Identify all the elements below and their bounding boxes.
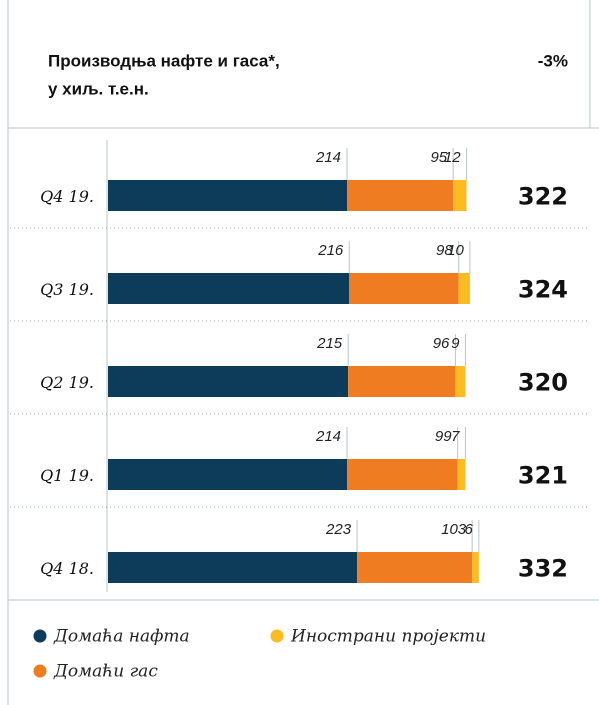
- category-label: Q4 19.: [40, 187, 94, 206]
- value-label: 96: [433, 335, 450, 352]
- category-label: Q2 19.: [40, 373, 94, 392]
- legend-label: Инострани пројекти: [290, 627, 486, 647]
- value-label: 216: [317, 242, 344, 259]
- bar-segment: [348, 366, 456, 397]
- chart-title: Производња нафте и гаса*,: [48, 51, 280, 70]
- chart-subtitle: у хиљ. т.е.н.: [48, 79, 149, 98]
- total-label: 324: [518, 276, 568, 304]
- legend-swatch: [33, 664, 47, 678]
- value-label: 103: [441, 521, 467, 538]
- legend-swatch: [33, 629, 47, 643]
- value-label: 95: [430, 149, 447, 166]
- legend-swatch: [270, 629, 284, 643]
- change: -3%: [538, 51, 568, 70]
- bar-segment: [458, 273, 470, 304]
- value-label: 214: [315, 428, 341, 445]
- bar-segment: [347, 180, 454, 211]
- value-label: 7: [451, 428, 460, 445]
- legend-label: Домаћи гас: [53, 662, 158, 682]
- bar-segment: [347, 459, 458, 490]
- category-label: Q1 19.: [40, 466, 94, 485]
- bar-segment: [357, 552, 473, 583]
- bar-segment: [108, 180, 348, 211]
- bar-segment: [455, 366, 466, 397]
- value-label: 9: [451, 335, 460, 352]
- bar-segment: [457, 459, 466, 490]
- bar-segment: [349, 273, 459, 304]
- total-label: 322: [518, 183, 568, 211]
- value-label: 6: [465, 521, 474, 538]
- total-label: 320: [518, 369, 568, 397]
- value-label: 99: [435, 428, 452, 445]
- bar-segment: [108, 459, 348, 490]
- value-label: 215: [316, 335, 343, 352]
- category-label: Q3 19.: [40, 280, 94, 299]
- value-label: 10: [447, 242, 464, 259]
- bar-segment: [453, 180, 467, 211]
- value-label: 214: [315, 149, 341, 166]
- value-label: 12: [444, 149, 461, 166]
- legend-label: Домаћа нафта: [53, 627, 190, 647]
- total-label: 321: [518, 462, 568, 490]
- category-label: Q4 18.: [40, 559, 94, 578]
- bar-segment: [108, 273, 350, 304]
- value-label: 223: [325, 521, 352, 538]
- bar-segment: [472, 552, 479, 583]
- bar-segment: [108, 366, 349, 397]
- bar-segment: [108, 552, 358, 583]
- value-label: 98: [436, 242, 453, 259]
- total-label: 332: [518, 555, 568, 583]
